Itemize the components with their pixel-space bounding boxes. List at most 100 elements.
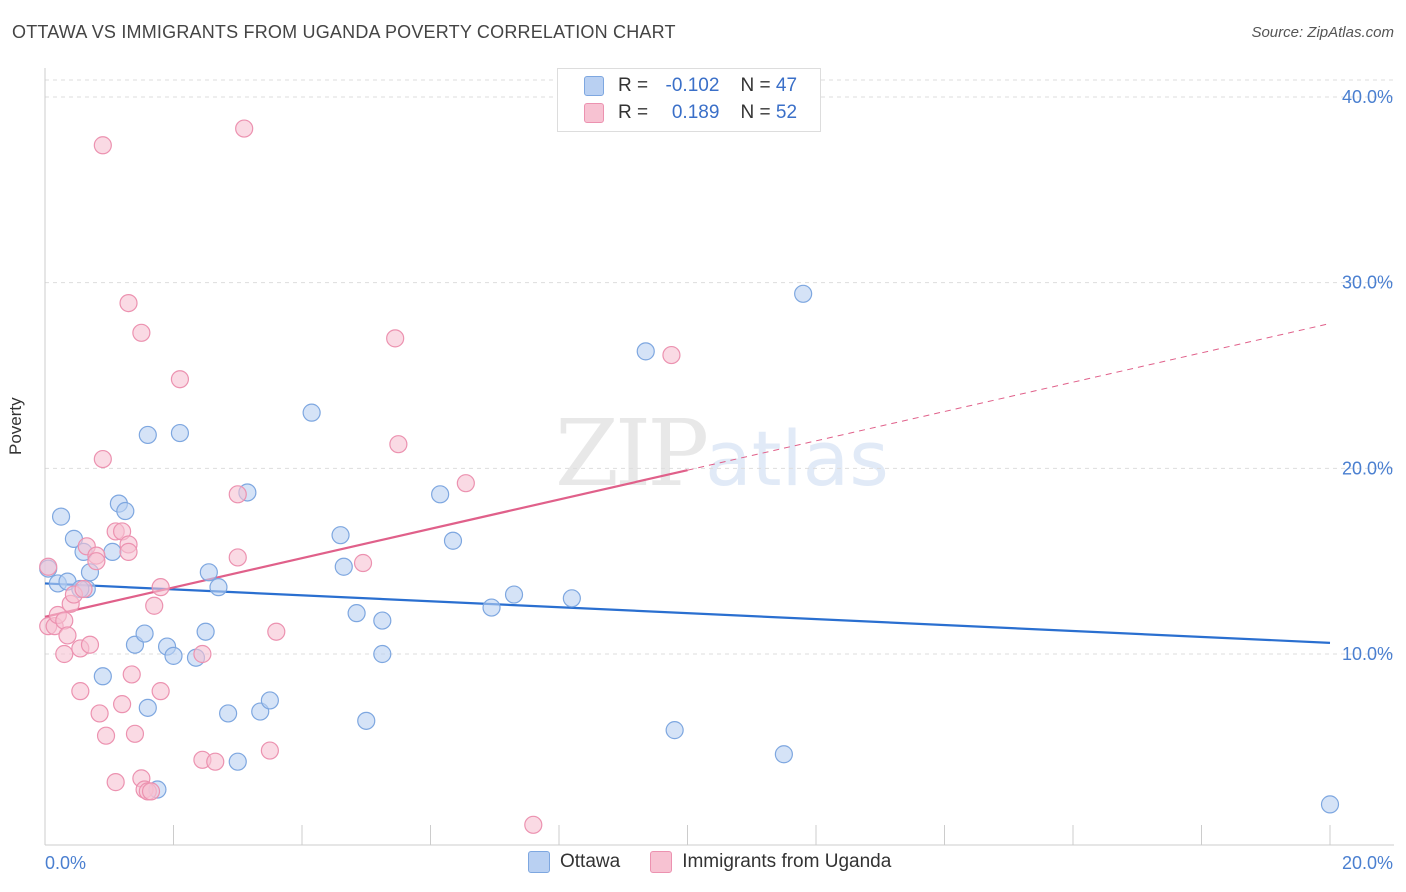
uganda-point [228, 548, 247, 567]
uganda-point [267, 622, 286, 641]
uganda-point [96, 726, 116, 745]
ottawa-point [794, 284, 813, 303]
y-tick-label: 10.0% [1342, 644, 1393, 664]
ottawa-point [51, 507, 71, 526]
legend-row-ottawa: R = -0.102 N = 47 [584, 73, 797, 99]
legend-item-uganda: Immigrants from Uganda [650, 851, 891, 873]
ottawa-point [562, 589, 581, 608]
x-tick-label-end: 20.0% [1342, 853, 1393, 873]
uganda-point [71, 682, 90, 701]
ottawa-point [138, 698, 157, 717]
ottawa-point [774, 745, 793, 764]
ottawa-point [1320, 795, 1340, 814]
ottawa-point [636, 342, 655, 361]
uganda-point [58, 626, 77, 645]
y-tick-label: 20.0% [1342, 458, 1393, 478]
y-axis-label: Poverty [6, 397, 25, 455]
uganda-point [151, 682, 170, 701]
uganda-point [93, 449, 112, 469]
uganda-point [151, 578, 170, 597]
uganda-point [145, 596, 164, 615]
uganda-point [228, 485, 247, 504]
chart-source: Source: ZipAtlas.com [1251, 24, 1394, 41]
uganda-point [386, 329, 405, 348]
ottawa-point [665, 721, 684, 740]
correlation-legend: R = -0.102 N = 47 R = 0.189 N = 52 [557, 68, 821, 132]
ottawa-r-value: -0.102 [665, 75, 720, 96]
uganda-r-value: 0.189 [671, 102, 720, 123]
ottawa-point [347, 604, 366, 623]
legend-ottawa-swatch [528, 851, 550, 873]
uganda-point [389, 435, 408, 454]
uganda-point [74, 579, 93, 599]
ottawa-point [334, 557, 353, 576]
uganda-n-value: 52 [775, 102, 798, 123]
watermark-zip: ZIP [555, 400, 709, 507]
ottawa-n-value: 47 [775, 75, 798, 96]
x-tick-label-start: 0.0% [45, 853, 86, 873]
ottawa-point [170, 423, 190, 443]
ottawa-point [482, 598, 501, 617]
gridlines [45, 79, 1394, 655]
uganda-trend-extension [687, 323, 1331, 471]
ottawa-point [196, 622, 215, 641]
ottawa-point [260, 691, 279, 710]
data-points [39, 119, 1340, 834]
uganda-point [206, 752, 225, 771]
uganda-point [132, 323, 151, 342]
chart-title: OTTAWA VS IMMIGRANTS FROM UGANDA POVERTY… [12, 22, 676, 42]
uganda-trend-line [44, 469, 688, 618]
uganda-point [112, 695, 132, 714]
uganda-point [106, 773, 125, 792]
ottawa-point [116, 501, 135, 521]
uganda-point [524, 815, 543, 834]
uganda-point [125, 724, 145, 743]
legend-uganda-swatch [650, 851, 673, 873]
uganda-point [55, 644, 74, 664]
ottawa-point [373, 611, 392, 630]
axes [44, 68, 1394, 846]
uganda-r-label: R = [618, 102, 649, 123]
ottawa-point [199, 563, 218, 582]
uganda-point [456, 474, 475, 493]
uganda-point [90, 704, 109, 723]
ottawa-point [209, 578, 228, 597]
uganda-point [353, 553, 373, 573]
ottawa-point [504, 585, 524, 604]
uganda-point [119, 293, 138, 313]
y-tick-label: 40.0% [1342, 87, 1393, 107]
legend-uganda-label: Immigrants from Uganda [682, 851, 892, 872]
legend-ottawa-label: Ottawa [560, 851, 621, 872]
ottawa-point [443, 531, 463, 550]
tick-labels: 10.0% 20.0% 30.0% 40.0% 0.0% 20.0% [45, 87, 1393, 873]
uganda-point [193, 644, 212, 664]
uganda-point [80, 635, 100, 654]
uganda-point [141, 782, 161, 801]
uganda-point [39, 557, 58, 576]
ottawa-swatch [584, 76, 604, 96]
uganda-n-label: N = [740, 102, 771, 123]
uganda-point [235, 119, 254, 138]
ottawa-point [135, 624, 154, 643]
ottawa-point [302, 403, 321, 422]
ottawa-point [219, 704, 238, 723]
uganda-point [122, 665, 141, 684]
uganda-point [170, 370, 190, 389]
ottawa-point [93, 667, 112, 686]
uganda-point [93, 136, 112, 155]
ottawa-r-label: R = [618, 75, 649, 96]
y-tick-label: 30.0% [1342, 273, 1393, 293]
ottawa-n-label: N = [740, 75, 771, 96]
trend-lines [44, 323, 1331, 644]
ottawa-point [138, 425, 157, 445]
uganda-point [55, 611, 74, 630]
watermark: ZIPatlas [555, 400, 889, 507]
ottawa-point [431, 485, 450, 504]
ottawa-point [164, 646, 183, 665]
ottawa-point [331, 526, 350, 545]
uganda-point [119, 542, 138, 561]
ottawa-point [373, 644, 392, 664]
ottawa-point [103, 542, 122, 561]
uganda-swatch [584, 103, 604, 123]
